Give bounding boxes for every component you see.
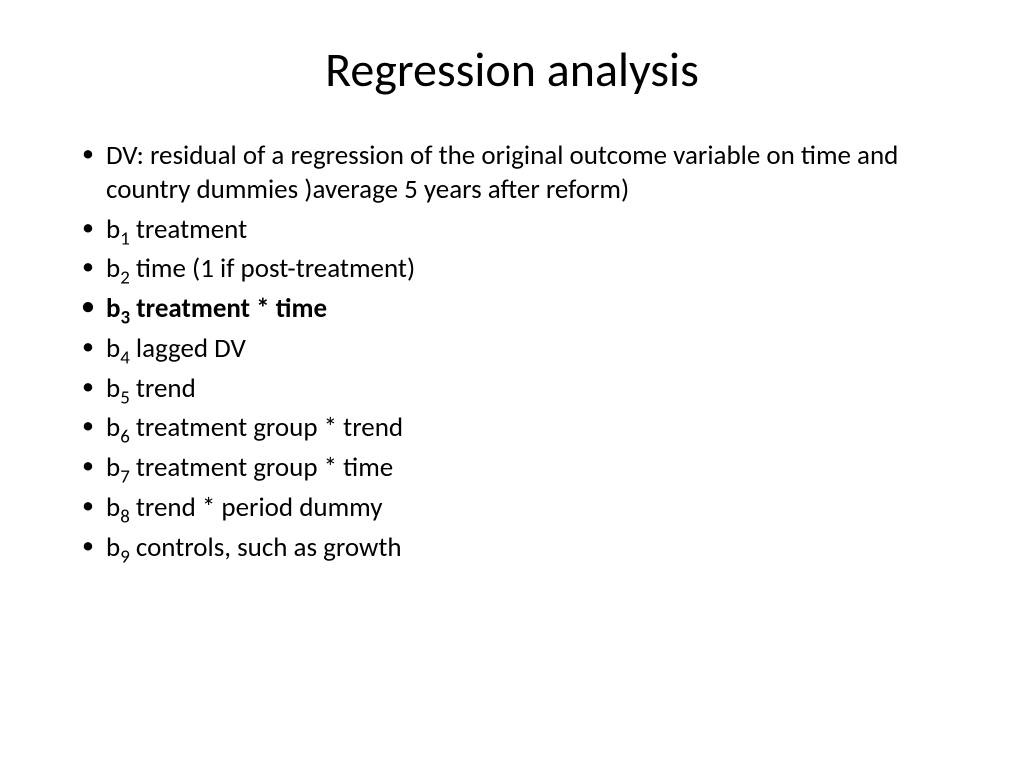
- bullet-item-8: b8 trend * period dummy: [70, 491, 954, 525]
- bullet-item-4: b4 lagged DV: [70, 332, 954, 366]
- bullet-text: lagged DV: [136, 332, 246, 365]
- bullet-text: controls, such as growth: [136, 531, 402, 564]
- coef-subscript: 2: [120, 267, 130, 290]
- bullet-item-7: b7 treatment group * time: [70, 451, 954, 485]
- coef-subscript: 9: [120, 545, 130, 568]
- bullet-text: treatment group * time: [136, 451, 393, 484]
- coef-prefix: b: [106, 451, 120, 484]
- bullet-item-5: b5 trend: [70, 372, 954, 406]
- coef-prefix: b: [106, 491, 120, 524]
- coef-prefix: b: [106, 213, 120, 246]
- coef-subscript: 4: [120, 346, 130, 369]
- bullet-text: treatment * time: [136, 292, 327, 325]
- coef-subscript: 8: [120, 505, 130, 528]
- bullet-text: DV: residual of a regression of the orig…: [106, 139, 898, 206]
- coef-prefix: b: [106, 292, 121, 325]
- bullet-item-0: DV: residual of a regression of the orig…: [70, 139, 954, 207]
- coef-subscript: 7: [120, 465, 130, 488]
- coef-prefix: b: [106, 411, 120, 444]
- coef-subscript: 5: [120, 386, 130, 409]
- bullet-list: DV: residual of a regression of the orig…: [70, 139, 954, 564]
- bullet-item-1: b1 treatment: [70, 213, 954, 247]
- coef-prefix: b: [106, 531, 120, 564]
- coef-prefix: b: [106, 372, 120, 405]
- coef-prefix: b: [106, 332, 120, 365]
- coef-subscript: 1: [120, 227, 130, 250]
- coef-subscript: 6: [120, 426, 130, 449]
- coef-subscript: 3: [121, 306, 131, 329]
- bullet-item-3: b3 treatment * time: [70, 292, 954, 326]
- bullet-text: trend: [136, 372, 196, 405]
- bullet-text: trend * period dummy: [136, 491, 383, 524]
- bullet-item-9: b9 controls, such as growth: [70, 531, 954, 565]
- bullet-text: time (1 if post-treatment): [136, 252, 415, 285]
- bullet-text: treatment: [136, 213, 247, 246]
- bullet-item-2: b2 time (1 if post-treatment): [70, 252, 954, 286]
- bullet-item-6: b6 treatment group * trend: [70, 411, 954, 445]
- bullet-text: treatment group * trend: [136, 411, 403, 444]
- slide-title: Regression analysis: [70, 40, 954, 99]
- coef-prefix: b: [106, 252, 120, 285]
